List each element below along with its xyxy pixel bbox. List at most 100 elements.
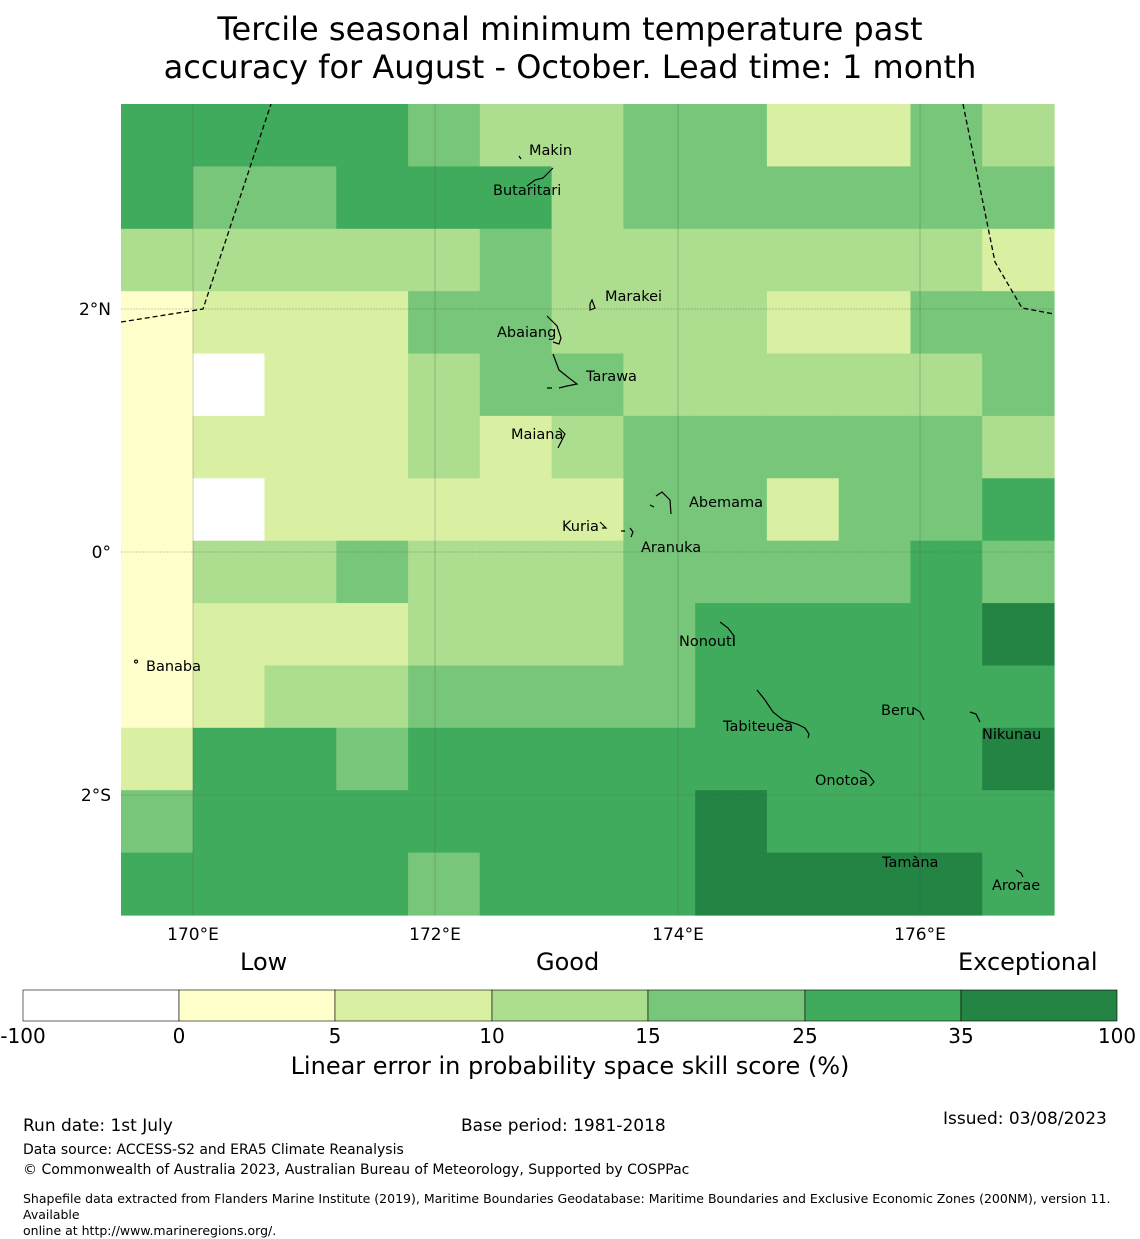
place-label-kuria: Kuria bbox=[562, 519, 599, 535]
skill-cell bbox=[264, 228, 337, 292]
colorbar bbox=[22, 989, 1118, 1022]
skill-cell bbox=[766, 790, 840, 854]
place-label-marakei: Marakei bbox=[605, 289, 662, 305]
skill-cell bbox=[264, 540, 337, 604]
skill-cell bbox=[192, 727, 266, 791]
colorbar-tick-label: 5 bbox=[328, 1024, 342, 1048]
island-butaritari-shape bbox=[526, 167, 554, 187]
skill-cell bbox=[838, 852, 912, 916]
skill-cell bbox=[408, 104, 481, 167]
skill-cell bbox=[479, 540, 553, 604]
skill-cell bbox=[336, 790, 409, 854]
skill-cell bbox=[121, 415, 194, 479]
skill-cell bbox=[121, 665, 194, 729]
skill-cell bbox=[910, 665, 983, 729]
skill-cell bbox=[336, 852, 409, 916]
skill-cell bbox=[695, 603, 768, 667]
skill-cell bbox=[408, 852, 481, 916]
skill-cell bbox=[551, 415, 624, 479]
skill-cell bbox=[264, 166, 337, 230]
skill-cell bbox=[336, 540, 409, 604]
skill-cell bbox=[551, 478, 624, 542]
colorbar-tick-label: 15 bbox=[635, 1024, 661, 1048]
skill-cell bbox=[623, 665, 696, 729]
skill-cell bbox=[336, 415, 409, 479]
skill-cell bbox=[623, 228, 696, 292]
skill-cell bbox=[121, 603, 194, 667]
skill-cell bbox=[766, 540, 840, 604]
skill-cell bbox=[910, 166, 983, 230]
skill-cell bbox=[121, 291, 194, 355]
colorbar-tick-label: 10 bbox=[479, 1024, 505, 1048]
skill-cell bbox=[479, 291, 553, 355]
skill-cell bbox=[910, 478, 983, 542]
skill-cell bbox=[479, 353, 553, 417]
shapefile-credit: Shapefile data extracted from Flanders M… bbox=[23, 1191, 1140, 1239]
skill-cell bbox=[838, 104, 912, 167]
skill-cell bbox=[551, 727, 624, 791]
skill-cell bbox=[336, 291, 409, 355]
island-beru-shape bbox=[913, 707, 925, 721]
skill-cell bbox=[551, 353, 624, 417]
place-label-nonouti: Nonouti bbox=[679, 634, 736, 650]
axis-labels: 2°N 0° 2°S 170°E 172°E 174°E 176°E bbox=[79, 300, 946, 940]
skill-cell bbox=[910, 353, 983, 417]
skill-cell bbox=[695, 166, 768, 230]
longitude-label: 172°E bbox=[409, 925, 461, 940]
skill-cell bbox=[408, 228, 481, 292]
shapefile-credit-line-2: online at http://www.marineregions.org/. bbox=[23, 1223, 277, 1238]
skill-cell bbox=[551, 852, 624, 916]
skill-cell bbox=[479, 104, 553, 167]
colorbar-bin bbox=[491, 989, 649, 1022]
island-tabiteuea-shape bbox=[756, 689, 810, 739]
data-source: Data source: ACCESS-S2 and ERA5 Climate … bbox=[23, 1142, 404, 1158]
colorbar-bin bbox=[804, 989, 962, 1022]
skill-cell bbox=[766, 852, 840, 916]
skill-cell bbox=[264, 104, 337, 167]
island-kuria-shape bbox=[599, 521, 608, 529]
place-label-nikunau: Nikunau bbox=[982, 727, 1041, 743]
skill-cell bbox=[479, 790, 553, 854]
skill-cell bbox=[910, 228, 983, 292]
latitude-label: 2°S bbox=[81, 786, 111, 806]
skill-cell bbox=[838, 291, 912, 355]
skill-cell bbox=[982, 104, 1055, 167]
skill-cell bbox=[264, 665, 337, 729]
skill-cell bbox=[838, 166, 912, 230]
skill-cell bbox=[408, 540, 481, 604]
skill-cell bbox=[121, 727, 194, 791]
skill-cell bbox=[408, 665, 481, 729]
island-nonouti-shape bbox=[719, 621, 735, 646]
place-label-abemama: Abemama bbox=[689, 495, 763, 511]
island-nikunau-shape bbox=[969, 711, 981, 723]
skill-cell bbox=[192, 852, 266, 916]
skill-cell bbox=[982, 665, 1055, 729]
skill-cell bbox=[766, 603, 840, 667]
skill-cell bbox=[838, 478, 912, 542]
skill-cell bbox=[982, 790, 1055, 854]
skill-cell bbox=[336, 727, 409, 791]
skill-cell bbox=[838, 415, 912, 479]
skill-cell bbox=[408, 727, 481, 791]
graticule bbox=[121, 104, 1054, 915]
skill-cell bbox=[121, 540, 194, 604]
skill-cell bbox=[192, 478, 266, 542]
place-label-aranuka: Aranuka bbox=[641, 540, 701, 556]
longitude-label: 176°E bbox=[894, 925, 946, 940]
eez-boundary bbox=[120, 103, 1055, 323]
skill-cell bbox=[479, 603, 553, 667]
skill-cell bbox=[982, 727, 1055, 791]
shapefile-credit-line-1: Shapefile data extracted from Flanders M… bbox=[23, 1191, 1111, 1222]
skill-cell bbox=[264, 603, 337, 667]
skill-cell bbox=[551, 540, 624, 604]
skill-cell bbox=[910, 104, 983, 167]
skill-cell bbox=[695, 104, 768, 167]
skill-cell bbox=[623, 478, 696, 542]
skill-cell bbox=[766, 665, 840, 729]
skill-cell bbox=[479, 166, 553, 230]
skill-cell bbox=[766, 166, 840, 230]
skill-cell bbox=[838, 603, 912, 667]
skill-cell bbox=[910, 852, 983, 916]
skill-cell bbox=[766, 415, 840, 479]
latitude-label: 2°N bbox=[79, 300, 111, 320]
